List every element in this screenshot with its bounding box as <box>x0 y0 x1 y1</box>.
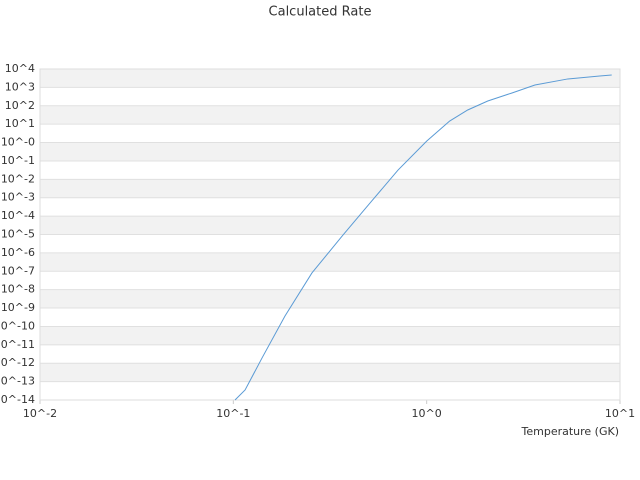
y-tick-label: 10^2 <box>5 99 35 112</box>
plot-background <box>40 69 620 382</box>
data-line <box>234 74 612 401</box>
grid-band <box>40 363 620 382</box>
x-axis-label: Temperature (GK) <box>521 425 620 438</box>
y-tick-label: 10^-9 <box>1 301 35 314</box>
y-tick-label: 10^-5 <box>1 228 35 241</box>
y-tick-label: 10^-6 <box>1 246 35 259</box>
y-tick-label: 10^4 <box>5 62 35 75</box>
y-tick-label: 10^1 <box>5 117 35 130</box>
y-tick-label: 10^-0 <box>1 136 35 149</box>
y-tick-label: 10^-7 <box>1 264 35 277</box>
grid-band <box>40 142 620 161</box>
grid-band <box>40 105 620 125</box>
y-tick-label: 10^-8 <box>1 283 35 296</box>
x-tick-label: 10^-2 <box>23 407 57 420</box>
y-tick-label: 10^-2 <box>1 172 35 185</box>
y-tick-label: 10^-11 <box>0 338 35 351</box>
y-tick-label: 10^-4 <box>1 209 35 222</box>
grid-band <box>40 69 620 88</box>
x-tick-label: 10^0 <box>412 407 442 420</box>
y-tick-label: 10^-12 <box>0 356 35 369</box>
x-tick-label: 10^-1 <box>216 407 250 420</box>
grid-band <box>40 326 620 345</box>
grid-band <box>40 216 620 235</box>
grid-band <box>40 179 620 198</box>
y-tick-label: 10^-13 <box>0 375 35 388</box>
y-tick-label: 10^-14 <box>0 393 35 406</box>
y-tick-label: 10^-1 <box>1 154 35 167</box>
plot-frame <box>39 68 621 401</box>
grid-band <box>40 252 620 272</box>
grid-band <box>40 289 620 309</box>
y-tick-label: 10^-3 <box>1 191 35 204</box>
x-tick-label: 10^1 <box>605 407 635 420</box>
chart-title: Calculated Rate <box>269 5 372 20</box>
y-tick-label: 10^3 <box>5 80 35 93</box>
y-tick-label: 10^-10 <box>0 319 35 332</box>
